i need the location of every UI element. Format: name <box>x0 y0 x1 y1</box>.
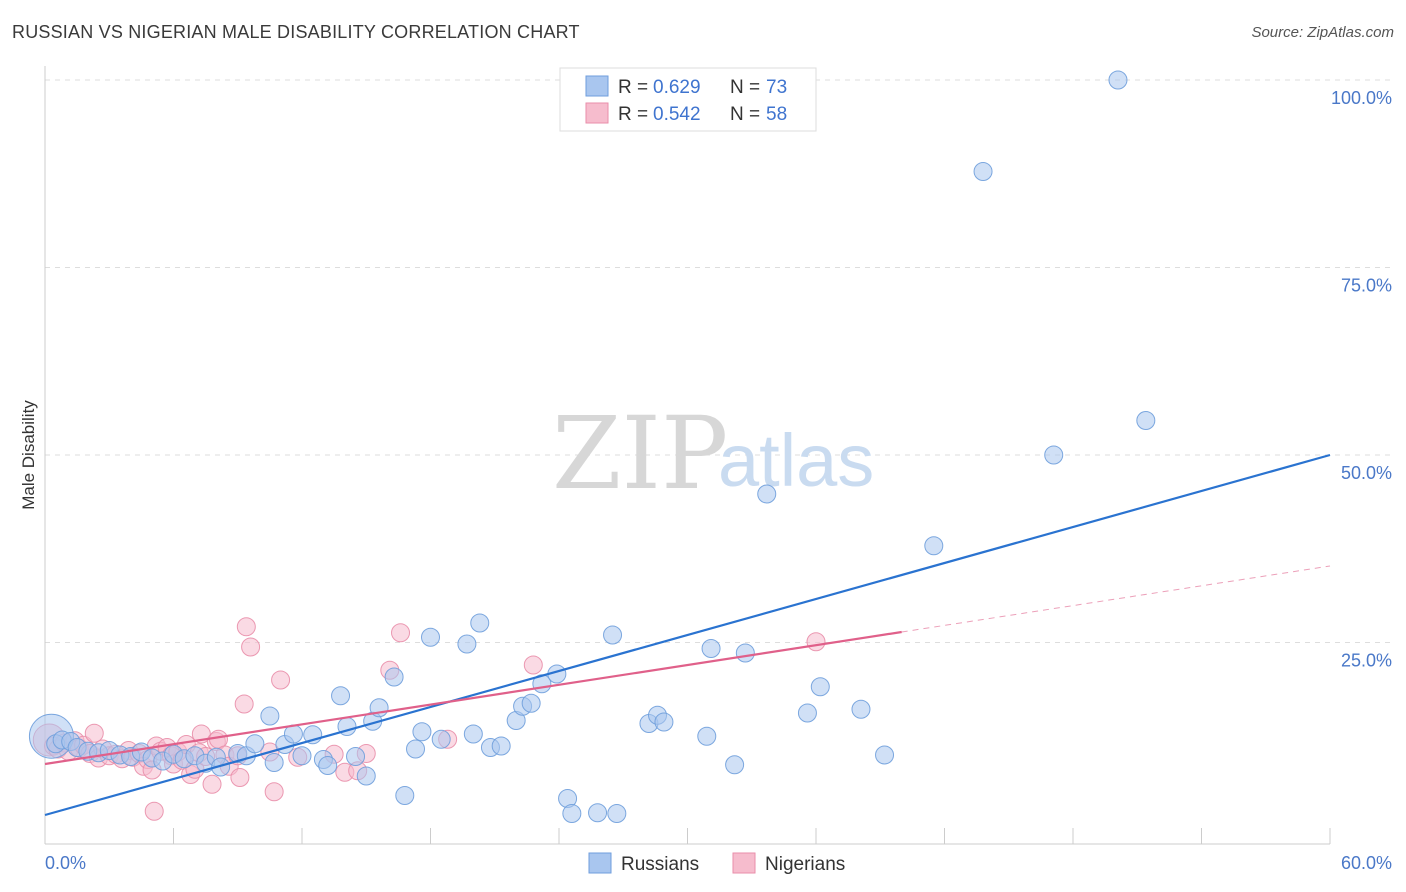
nigerian-point <box>234 694 254 714</box>
y-axis-label: Male Disability <box>19 400 38 510</box>
bottom-legend-swatch-nigerians <box>732 852 756 874</box>
nigerian-point <box>241 637 261 657</box>
nigerian-point <box>236 617 256 637</box>
russian-point <box>406 739 426 759</box>
legend-n-value-nigerians: 58 <box>766 104 787 125</box>
grid-lines <box>45 79 1392 643</box>
nigerians-trend-line <box>44 630 902 766</box>
russian-point <box>562 804 582 823</box>
nigerian-point <box>271 670 291 690</box>
watermark-atlas: atlas <box>718 419 874 502</box>
x-tick-label-max: 60.0% <box>1341 853 1392 873</box>
russian-point <box>431 729 451 749</box>
russian-point <box>735 643 755 663</box>
bottom-legend-swatch-russians <box>588 852 612 874</box>
russian-point <box>412 722 432 742</box>
russian-point <box>607 804 627 823</box>
russian-point <box>588 803 608 823</box>
russian-point <box>851 699 871 719</box>
legend-n-label-nigerians: N = <box>730 104 760 125</box>
bottom-legend-label-russians: Russians <box>621 854 699 875</box>
nigerian-point <box>264 782 284 802</box>
russian-point <box>318 756 338 775</box>
nigerian-point <box>806 632 826 652</box>
russian-point <box>973 162 993 181</box>
russian-point <box>875 745 895 765</box>
russians-trend-line <box>44 453 1331 817</box>
y-tick-label-75: 75.0% <box>1341 276 1392 296</box>
y-tick-label-25: 25.0% <box>1341 651 1392 671</box>
russian-point <box>457 634 477 654</box>
russian-point <box>810 677 830 697</box>
legend-r-label-nigerians: R = <box>618 104 648 125</box>
y-tick-label-50: 50.0% <box>1341 463 1392 483</box>
russian-point <box>603 625 623 645</box>
nigerians-trend-extension <box>901 565 1331 633</box>
russian-point <box>1108 70 1128 90</box>
legend-swatch-nigerians <box>585 102 609 124</box>
russian-point <box>292 746 312 766</box>
russian-point <box>463 724 483 744</box>
russian-point <box>260 706 280 726</box>
legend-swatch-russians <box>585 75 609 97</box>
watermark-zip: ZIP <box>552 395 728 512</box>
chart-title: RUSSIAN VS NIGERIAN MALE DISABILITY CORR… <box>12 22 580 42</box>
russian-point <box>264 753 284 772</box>
russian-point <box>491 736 511 756</box>
legend-r-value-russians: 0.629 <box>653 77 701 98</box>
y-tick-label-100: 100.0% <box>1331 88 1392 108</box>
legend-n-label-russians: N = <box>730 77 760 98</box>
russian-point <box>697 726 717 746</box>
russian-point <box>470 613 490 633</box>
nigerian-point <box>391 623 411 643</box>
legend-r-value-nigerians: 0.542 <box>653 104 701 125</box>
legend-n-value-russians: 73 <box>766 77 787 98</box>
axes <box>44 66 1331 845</box>
russian-point <box>924 536 944 556</box>
nigerian-point <box>230 768 250 787</box>
russian-point <box>797 703 817 723</box>
russian-point <box>725 755 745 775</box>
russian-point <box>757 484 777 504</box>
nigerian-point <box>144 801 164 821</box>
russian-point <box>245 734 265 754</box>
source-credit: Source: ZipAtlas.com <box>1251 24 1394 41</box>
nigerian-point <box>202 774 222 794</box>
russian-point <box>654 712 674 732</box>
russian-point <box>356 766 376 786</box>
bottom-legend-label-nigerians: Nigerians <box>765 854 845 875</box>
russian-point <box>1044 445 1064 465</box>
russian-point <box>421 627 440 647</box>
nigerian-point <box>84 723 104 743</box>
russian-point <box>701 639 721 658</box>
russian-point <box>384 667 404 687</box>
x-tick-label-min: 0.0% <box>45 853 86 873</box>
russians-points <box>28 70 1156 823</box>
russian-point <box>1136 411 1156 430</box>
nigerian-point <box>523 655 543 675</box>
legend-r-label-russians: R = <box>618 77 648 98</box>
russian-point <box>521 693 541 713</box>
russian-point <box>346 747 366 766</box>
russian-point <box>331 686 351 706</box>
russian-point <box>395 786 415 805</box>
trend-lines <box>44 453 1331 817</box>
y-tick-labels: 25.0% 50.0% 75.0% 100.0% <box>1331 88 1392 671</box>
legend-box: R = 0.629 N = 73 R = 0.542 N = 58 <box>559 67 817 132</box>
russian-point <box>211 757 231 777</box>
bottom-legend: Russians Nigerians <box>588 852 845 875</box>
